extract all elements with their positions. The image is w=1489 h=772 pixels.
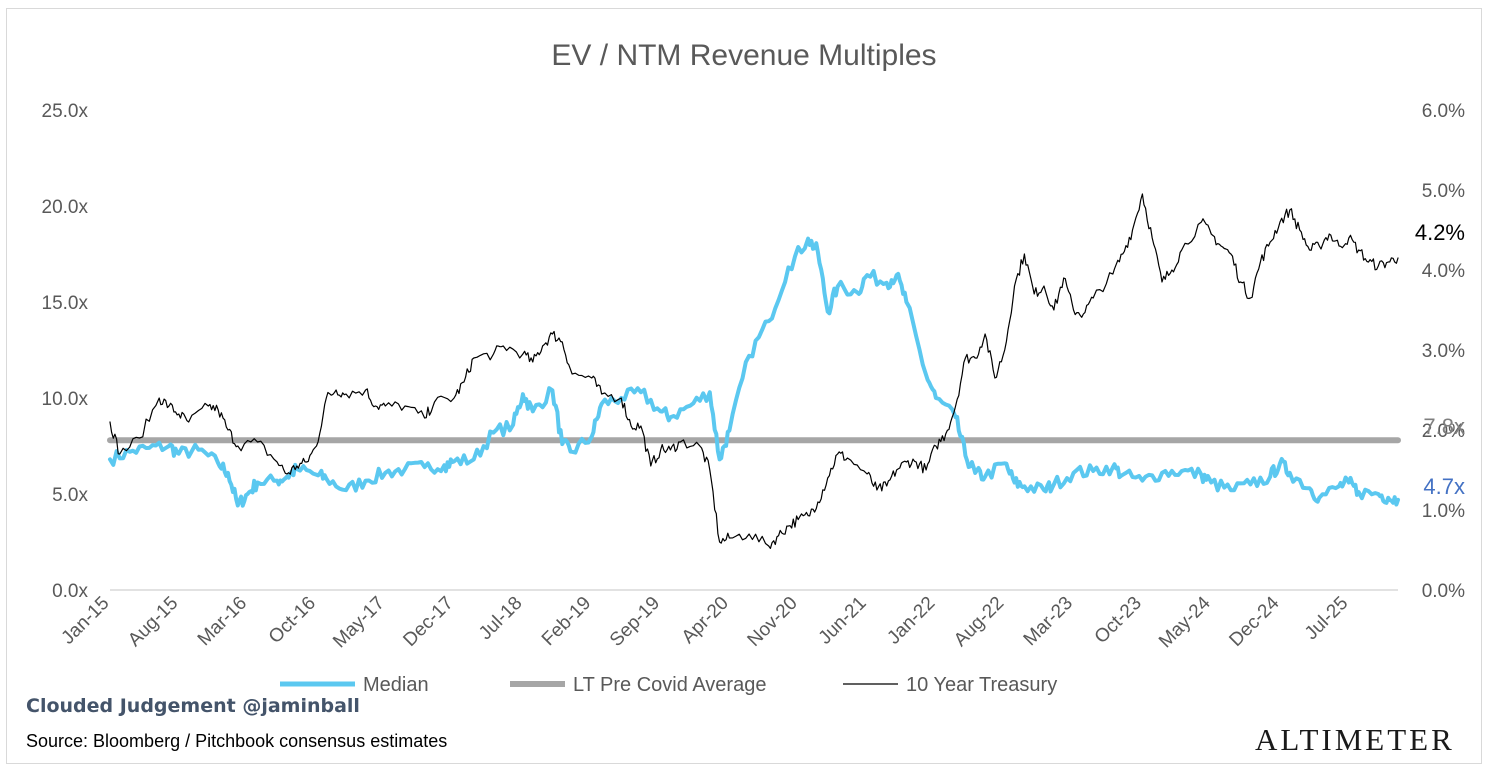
y-right-tick-label: 0.0% xyxy=(1422,581,1465,602)
y-left-tick-label: 5.0x xyxy=(52,485,88,506)
x-tick-label: Sep-19 xyxy=(606,593,664,651)
y-left-tick-label: 20.0x xyxy=(42,197,89,218)
source-note: Source: Bloomberg / Pitchbook consensus … xyxy=(26,731,448,751)
chart-frame xyxy=(6,8,1482,764)
y-axis-right: 0.0% 1.0% 2.0% 3.0% 4.0% 5.0% 6.0% xyxy=(1422,101,1465,602)
series-line-median xyxy=(108,236,1400,508)
x-tick-label: Mar-23 xyxy=(1020,593,1077,650)
x-tick-label: Mar-16 xyxy=(194,593,251,650)
end-labels: 7.8x 4.7x 4.2% xyxy=(1415,220,1465,499)
x-tick-label: Aug-22 xyxy=(950,593,1008,651)
y-right-tick-label: 3.0% xyxy=(1422,341,1465,362)
x-tick-label: May-17 xyxy=(329,593,389,653)
x-tick-label: Oct-16 xyxy=(265,593,320,648)
legend-label: 10 Year Treasury xyxy=(906,674,1057,696)
legend: Median LT Pre Covid Average 10 Year Treasu… xyxy=(280,674,1057,696)
legend-label: LT Pre Covid Average xyxy=(573,674,766,696)
x-tick-label: Oct-23 xyxy=(1091,593,1146,648)
x-tick-label: Aug-15 xyxy=(124,593,182,651)
y-left-tick-label: 25.0x xyxy=(42,101,89,122)
x-tick-label: Dec-17 xyxy=(399,593,457,651)
y-left-tick-label: 0.0x xyxy=(52,581,88,602)
plot-area xyxy=(107,193,1401,549)
y-right-tick-label: 6.0% xyxy=(1422,101,1465,122)
series-line-10-year-treasury xyxy=(109,193,1399,549)
chart-title: EV / NTM Revenue Multiples xyxy=(551,39,936,72)
altimeter-logo: ALTIMETER xyxy=(1255,722,1455,757)
x-tick-label: Jan-22 xyxy=(883,593,939,649)
y-left-tick-label: 15.0x xyxy=(42,293,89,314)
y-axis-left: 0.0x 5.0x 10.0x 15.0x 20.0x 25.0x xyxy=(42,101,89,602)
x-axis: Jan-15 Aug-15 Mar-16 Oct-16 May-17 Dec-17 Jul-… xyxy=(58,592,1353,652)
x-tick-label: Apr-20 xyxy=(678,593,733,648)
x-tick-label: Feb-19 xyxy=(538,593,595,650)
x-tick-label: May-24 xyxy=(1155,592,1215,652)
y-right-tick-label: 1.0% xyxy=(1422,501,1465,522)
y-right-tick-label: 2.0% xyxy=(1422,421,1465,442)
y-right-tick-label: 5.0% xyxy=(1422,181,1465,202)
legend-label: Median xyxy=(363,674,429,696)
end-label-lt-pre-covid-average: 7.8x xyxy=(1423,414,1465,439)
y-right-tick-label: 4.0% xyxy=(1422,261,1465,282)
x-tick-label: Jun-21 xyxy=(815,593,871,649)
brand-handle: Clouded Judgement @jaminball xyxy=(26,695,360,717)
x-tick-label: Nov-20 xyxy=(744,593,802,651)
x-tick-label: Dec-24 xyxy=(1225,592,1283,650)
x-tick-label: Jul-18 xyxy=(475,593,526,644)
end-label-median: 4.7x xyxy=(1423,474,1465,499)
y-left-tick-label: 10.0x xyxy=(42,389,89,410)
end-label-10-year-treasury: 4.2% xyxy=(1415,220,1465,245)
x-tick-label: Jul-25 xyxy=(1301,593,1352,644)
